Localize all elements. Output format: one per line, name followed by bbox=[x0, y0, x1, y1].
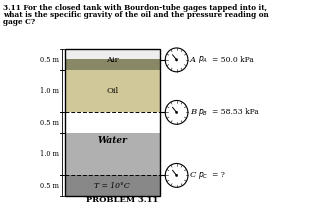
Text: A: A bbox=[190, 56, 196, 64]
Text: $p_C$: $p_C$ bbox=[198, 170, 209, 181]
Circle shape bbox=[165, 48, 188, 72]
Text: 0.5 m: 0.5 m bbox=[40, 182, 59, 190]
Circle shape bbox=[176, 59, 178, 61]
Bar bbox=[65, 49, 160, 196]
Text: PROBLEM 3.11: PROBLEM 3.11 bbox=[86, 196, 158, 204]
Circle shape bbox=[176, 174, 178, 177]
Circle shape bbox=[176, 111, 178, 114]
Bar bbox=[65, 59, 160, 70]
Text: Water: Water bbox=[97, 136, 127, 145]
Text: 1.0 m: 1.0 m bbox=[40, 87, 59, 95]
Bar bbox=[65, 133, 160, 175]
Bar bbox=[65, 175, 160, 196]
Text: = 58.53 kPa: = 58.53 kPa bbox=[212, 108, 259, 116]
Text: T = 10°C: T = 10°C bbox=[94, 182, 130, 190]
Text: Air: Air bbox=[106, 56, 119, 64]
Text: 3.11 For the closed tank with Bourdon-tube gages tapped into it,: 3.11 For the closed tank with Bourdon-tu… bbox=[3, 4, 267, 12]
Text: B: B bbox=[190, 108, 196, 116]
Circle shape bbox=[165, 100, 188, 124]
Text: C: C bbox=[190, 171, 196, 179]
Text: what is the specific gravity of the oil and the pressure reading on: what is the specific gravity of the oil … bbox=[3, 11, 268, 19]
Circle shape bbox=[165, 164, 188, 187]
Text: = ?: = ? bbox=[212, 171, 225, 179]
Bar bbox=[65, 70, 160, 112]
Text: = 50.0 kPa: = 50.0 kPa bbox=[212, 56, 253, 64]
Text: gage C?: gage C? bbox=[3, 18, 35, 26]
Text: 0.5 m: 0.5 m bbox=[40, 119, 59, 127]
Text: 0.5 m: 0.5 m bbox=[40, 56, 59, 64]
Text: $p_A$: $p_A$ bbox=[198, 54, 209, 65]
Text: $p_B$: $p_B$ bbox=[198, 107, 209, 118]
Text: Oil: Oil bbox=[106, 87, 118, 95]
Bar bbox=[65, 49, 160, 59]
Text: 1.0 m: 1.0 m bbox=[40, 150, 59, 158]
